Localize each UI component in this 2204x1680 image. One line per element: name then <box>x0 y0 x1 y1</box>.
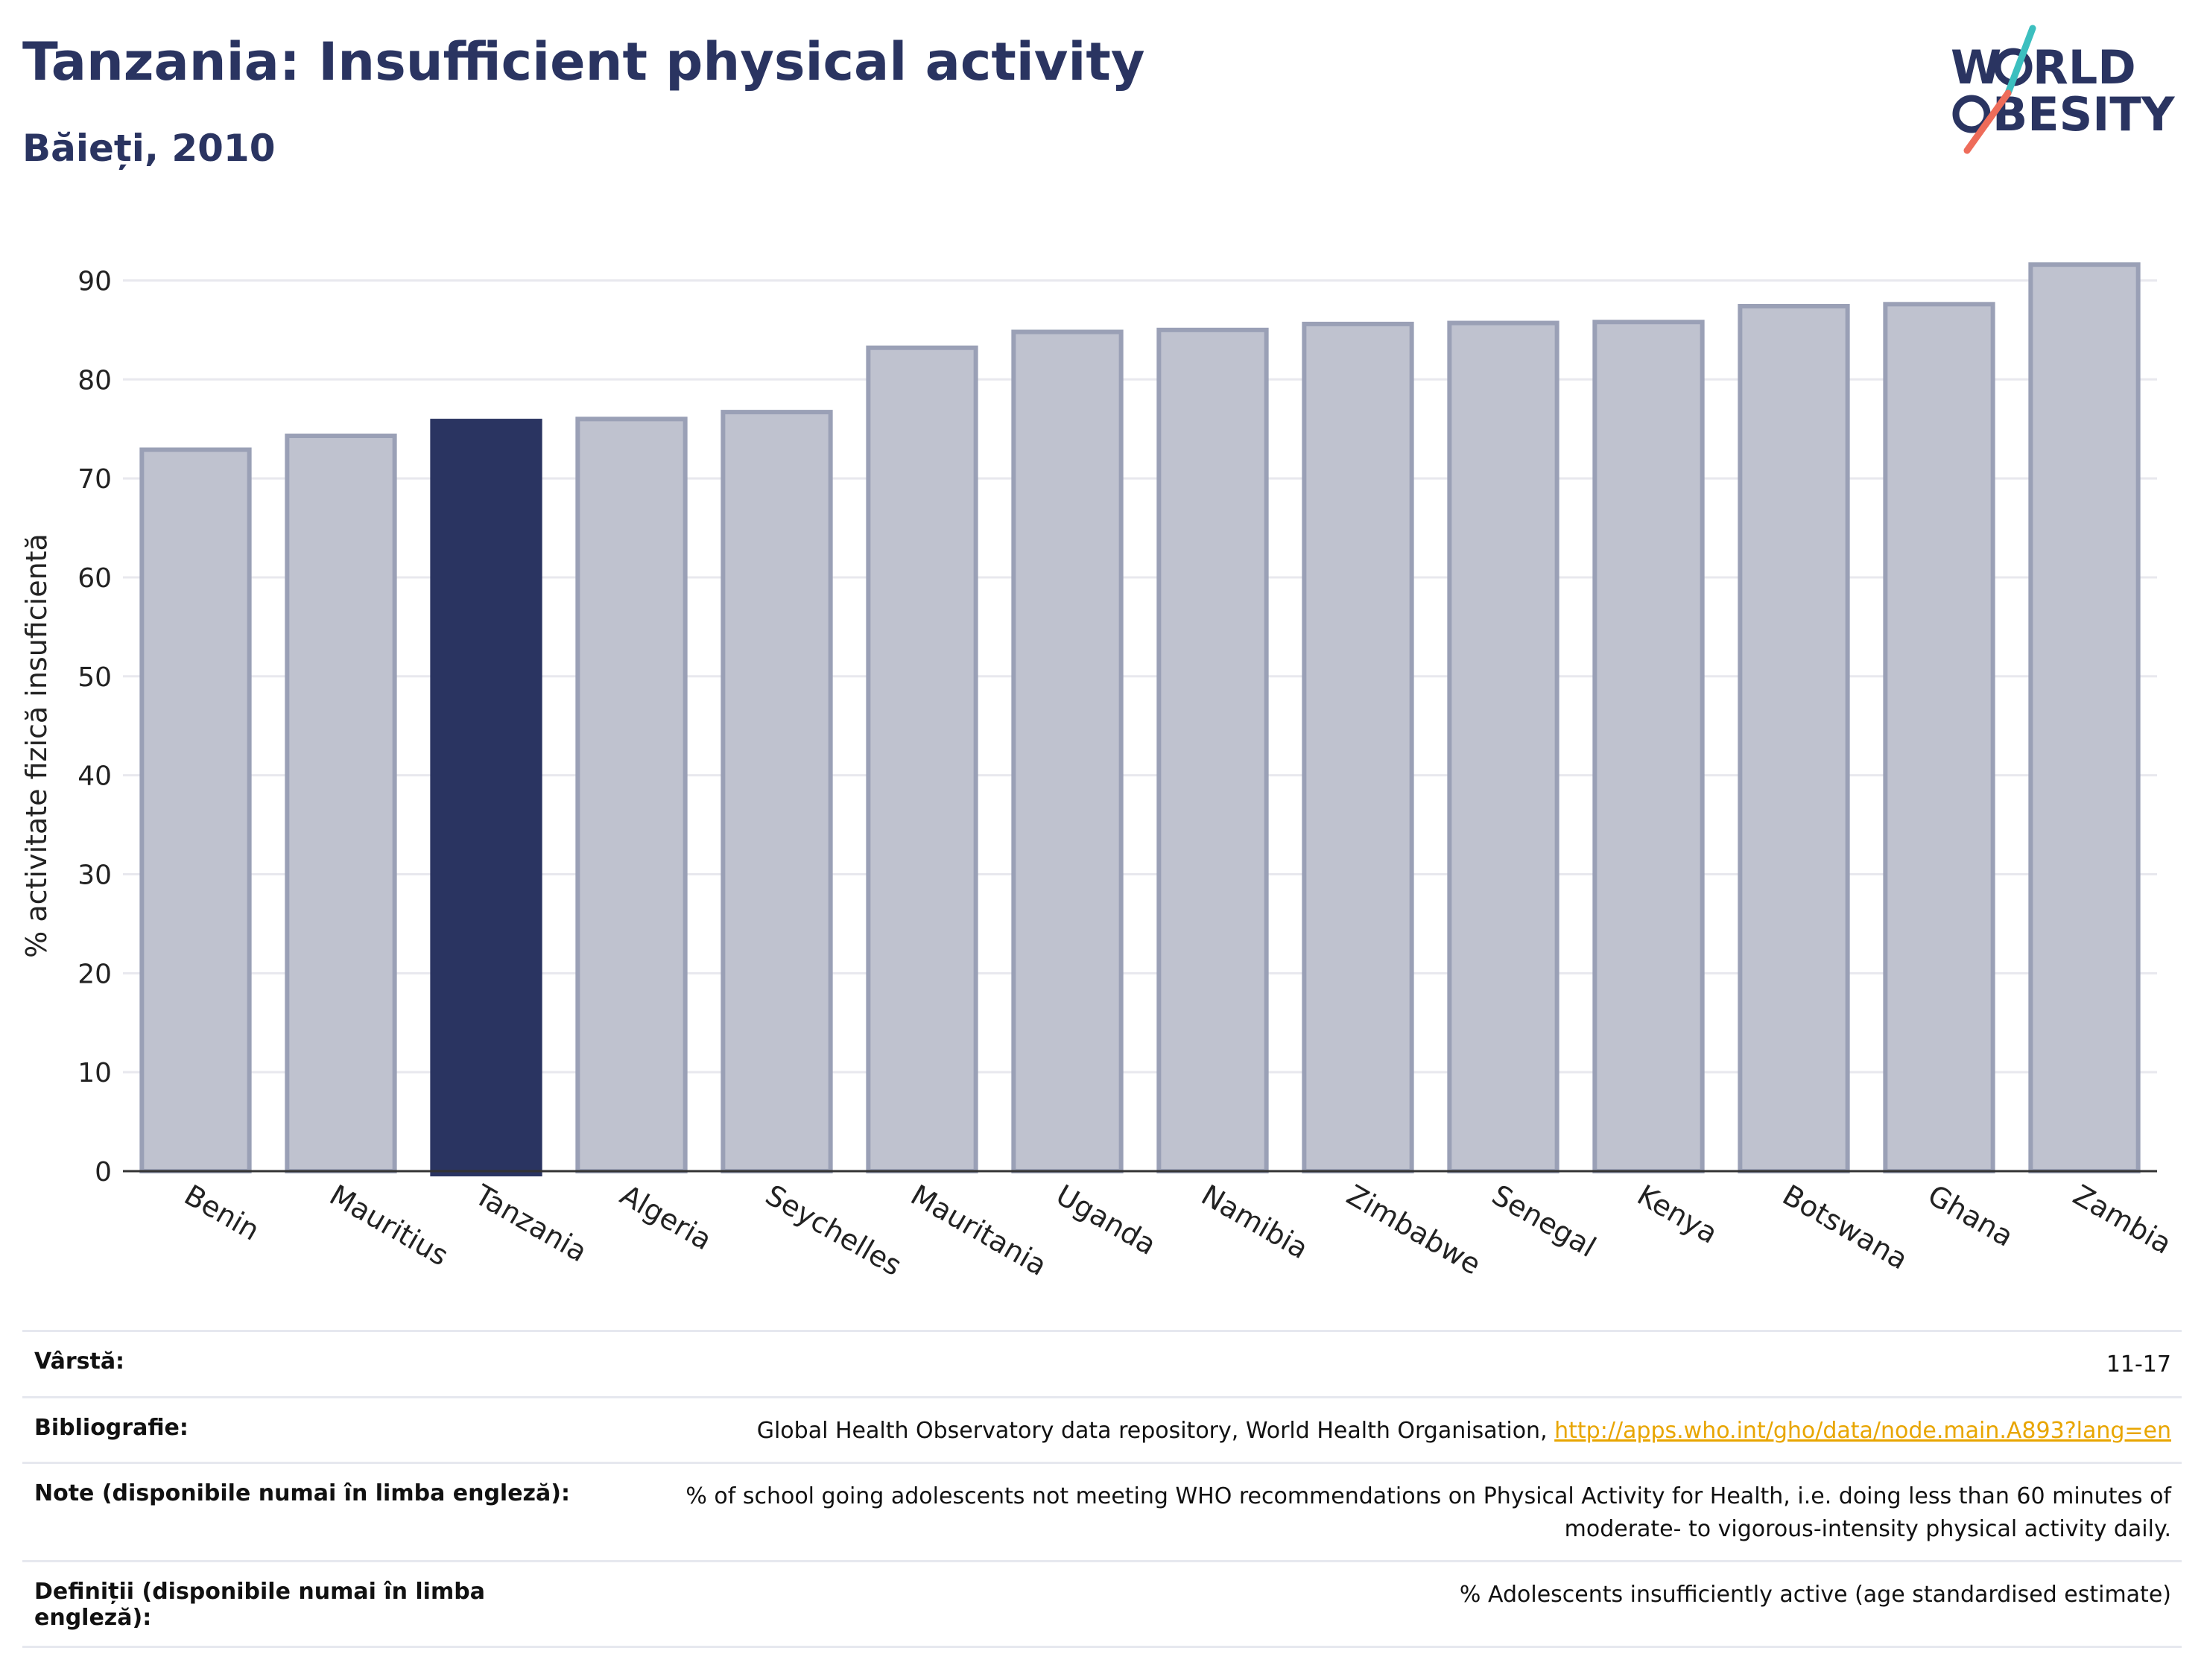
bar-botswana <box>1738 303 1850 1174</box>
y-tick-label: 40 <box>77 761 112 792</box>
bars <box>139 262 2141 1177</box>
bar-tanzania <box>430 419 542 1177</box>
logo-o2-circle <box>1952 95 1991 133</box>
y-tick-label: 80 <box>77 365 112 396</box>
x-tick-label: Namibia <box>1196 1179 1314 1266</box>
info-value: Global Health Observatory data repositor… <box>571 1395 2182 1463</box>
y-tick-label: 70 <box>77 464 112 495</box>
bar-chart: 0 10 20 30 40 50 60 70 80 90 Benin Mauritius Tanzan… <box>20 262 2177 1282</box>
logo-text-obesity: BESITY <box>1992 87 2176 142</box>
info-label: Note (disponibile numai în limba engleză… <box>22 1462 571 1562</box>
bar-ghana <box>1883 302 1995 1174</box>
x-tick-label: Mauritius <box>324 1179 454 1272</box>
logo-slash-teal <box>2004 25 2036 97</box>
bar-kenya <box>1592 320 1705 1174</box>
bar-zimbabwe <box>1302 321 1414 1173</box>
info-row-bibliography: Bibliografie: Global Health Observatory … <box>22 1395 2182 1463</box>
bibliography-text: Global Health Observatory data repositor… <box>756 1417 1555 1444</box>
y-tick-label: 20 <box>77 959 112 989</box>
x-tick-label: Benin <box>179 1179 265 1247</box>
y-tick-label: 30 <box>77 860 112 890</box>
info-row-definitions: Definiții (disponibile numai în limba en… <box>22 1560 2182 1648</box>
bar-senegal <box>1447 320 1559 1173</box>
info-row-notes: Note (disponibile numai în limba engleză… <box>22 1462 2182 1562</box>
y-tick-label: 10 <box>77 1058 112 1088</box>
x-tick-label: Botswana <box>1777 1179 1913 1276</box>
x-tick-label: Uganda <box>1051 1179 1162 1261</box>
bar-mauritania <box>866 345 978 1174</box>
bar-seychelles <box>721 410 833 1173</box>
x-tick-label: Seychelles <box>760 1179 907 1282</box>
chart-title: Tanzania: Insufficient physical activity <box>22 31 1145 92</box>
x-tick-label: Senegal <box>1486 1179 1601 1264</box>
info-value: 11-17 <box>571 1330 2182 1397</box>
info-value: % of school going adolescents not meetin… <box>571 1462 2182 1562</box>
x-tick-label: Mauritania <box>905 1179 1052 1282</box>
info-value: % Adolescents insufficiently active (age… <box>571 1560 2182 1648</box>
bar-zambia <box>2028 262 2141 1174</box>
info-label: Definiții (disponibile numai în limba en… <box>22 1560 571 1648</box>
bar-algeria <box>575 416 688 1173</box>
x-tick-label: Kenya <box>1632 1179 1723 1250</box>
x-tick-labels: Benin Mauritius Tanzania Algeria SeychellesM… <box>179 1178 2177 1282</box>
info-label: Vârstă: <box>22 1330 571 1397</box>
x-tick-label: Zimbabwe <box>1341 1179 1486 1281</box>
y-tick-label: 0 <box>95 1157 112 1188</box>
y-tick-label: 90 <box>77 266 112 297</box>
bar-mauritius <box>285 433 397 1173</box>
bar-benin <box>139 447 252 1173</box>
bar-uganda <box>1011 329 1124 1174</box>
x-tick-label: Ghana <box>1922 1179 2019 1253</box>
chart-subtitle: Băieți, 2010 <box>22 127 276 170</box>
logo-slash-coral <box>1963 89 2012 154</box>
x-tick-label: Algeria <box>615 1179 718 1257</box>
logo-text-world-rest: RLD <box>2033 40 2136 95</box>
info-row-age: Vârstă: 11-17 <box>22 1330 2182 1397</box>
source-link[interactable]: http://apps.who.int/gho/data/node.main.A… <box>1554 1417 2171 1444</box>
info-table: Vârstă: 11-17 Bibliografie: Global Healt… <box>22 1330 2182 1648</box>
bar-namibia <box>1156 327 1269 1173</box>
gridlines <box>123 279 2157 1074</box>
y-axis-label: % activitate fizică insuficientă <box>20 533 53 958</box>
y-tick-labels: 0 10 20 30 40 50 60 70 80 90 <box>77 266 112 1188</box>
x-tick-label: Zambia <box>2068 1179 2177 1261</box>
y-tick-label: 50 <box>77 662 112 693</box>
y-tick-label: 60 <box>77 563 112 594</box>
x-tick-label: Tanzania <box>469 1178 592 1268</box>
logo-text-world-w: W <box>1951 40 2001 95</box>
info-label: Bibliografie: <box>22 1395 571 1463</box>
world-obesity-logo: W RLD BESITY <box>1951 25 2176 154</box>
